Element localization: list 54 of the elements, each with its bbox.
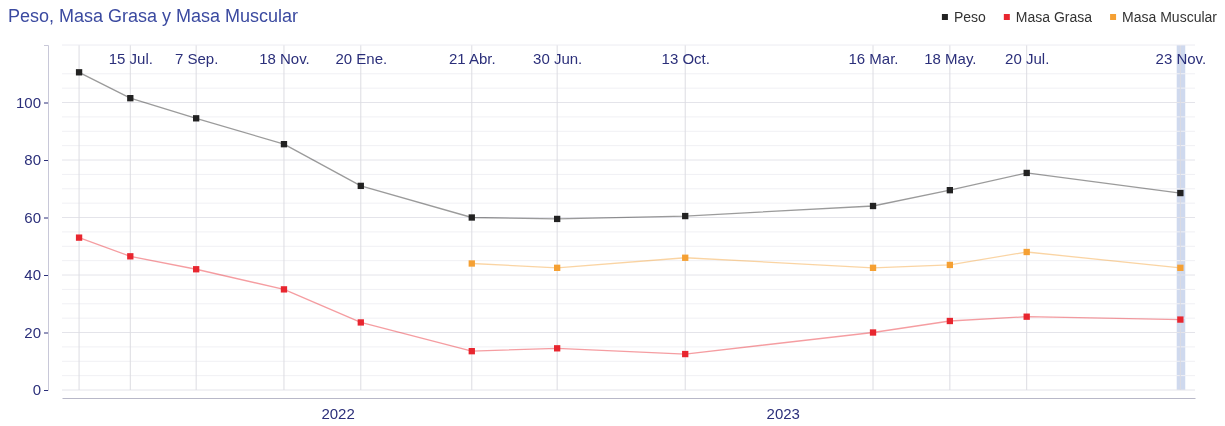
x-tick-label: 2023 bbox=[766, 404, 800, 422]
point bbox=[280, 286, 288, 293]
y-tick-label: 0 bbox=[32, 381, 41, 399]
point bbox=[1023, 248, 1030, 256]
legend-label: Masa Muscular bbox=[1122, 9, 1218, 25]
point bbox=[553, 345, 561, 352]
x2-tick-label: 18 May. bbox=[924, 50, 977, 67]
point bbox=[75, 69, 83, 76]
x2-tick-label: 15 Jul. bbox=[108, 50, 153, 67]
y-tick-label: 100 bbox=[15, 93, 41, 111]
x2-tick-label: 16 Mar. bbox=[848, 50, 899, 67]
point bbox=[946, 317, 954, 325]
point bbox=[682, 212, 689, 220]
point bbox=[869, 202, 877, 210]
x2-tick-label: 30 Jun. bbox=[533, 50, 583, 67]
point bbox=[192, 266, 200, 273]
x-tick-label: 2022 bbox=[321, 404, 355, 422]
point bbox=[75, 234, 83, 241]
point bbox=[127, 95, 134, 102]
point bbox=[468, 260, 475, 267]
point bbox=[280, 141, 288, 148]
point bbox=[946, 187, 954, 194]
point bbox=[192, 115, 200, 122]
point bbox=[1177, 189, 1184, 197]
point bbox=[127, 253, 134, 260]
y-tick-label: 40 bbox=[24, 266, 41, 284]
x2-tick-label: 7 Sep. bbox=[174, 50, 219, 67]
x2-tick-label: 13 Oct. bbox=[661, 50, 710, 67]
point bbox=[468, 214, 475, 221]
y-tick-label: 60 bbox=[24, 208, 41, 226]
point bbox=[357, 182, 364, 190]
point bbox=[1177, 264, 1184, 271]
x2-tick-label: 18 Nov. bbox=[259, 50, 310, 67]
point bbox=[682, 254, 689, 261]
chart-title: Peso, Masa Grasa y Masa Muscular bbox=[8, 6, 299, 26]
x2-tick-label: 20 Ene. bbox=[335, 50, 388, 67]
y-tick-label: 20 bbox=[24, 323, 41, 341]
x2-tick-label: 20 Jul. bbox=[1005, 50, 1050, 67]
point bbox=[553, 264, 561, 271]
legend-label: Peso bbox=[953, 9, 987, 25]
point bbox=[1023, 313, 1030, 320]
x2-tick-label: 23 Nov. bbox=[1155, 50, 1207, 67]
point bbox=[682, 350, 689, 358]
point bbox=[1177, 316, 1184, 323]
point bbox=[1023, 169, 1030, 177]
point bbox=[869, 264, 877, 271]
point bbox=[946, 261, 954, 269]
y-tick-label: 80 bbox=[24, 151, 41, 169]
point bbox=[468, 348, 475, 355]
point bbox=[553, 215, 561, 223]
legend-label: Masa Grasa bbox=[1015, 9, 1093, 25]
x2-tick-label: 21 Abr. bbox=[448, 50, 496, 67]
point bbox=[357, 319, 364, 326]
point bbox=[869, 329, 877, 336]
